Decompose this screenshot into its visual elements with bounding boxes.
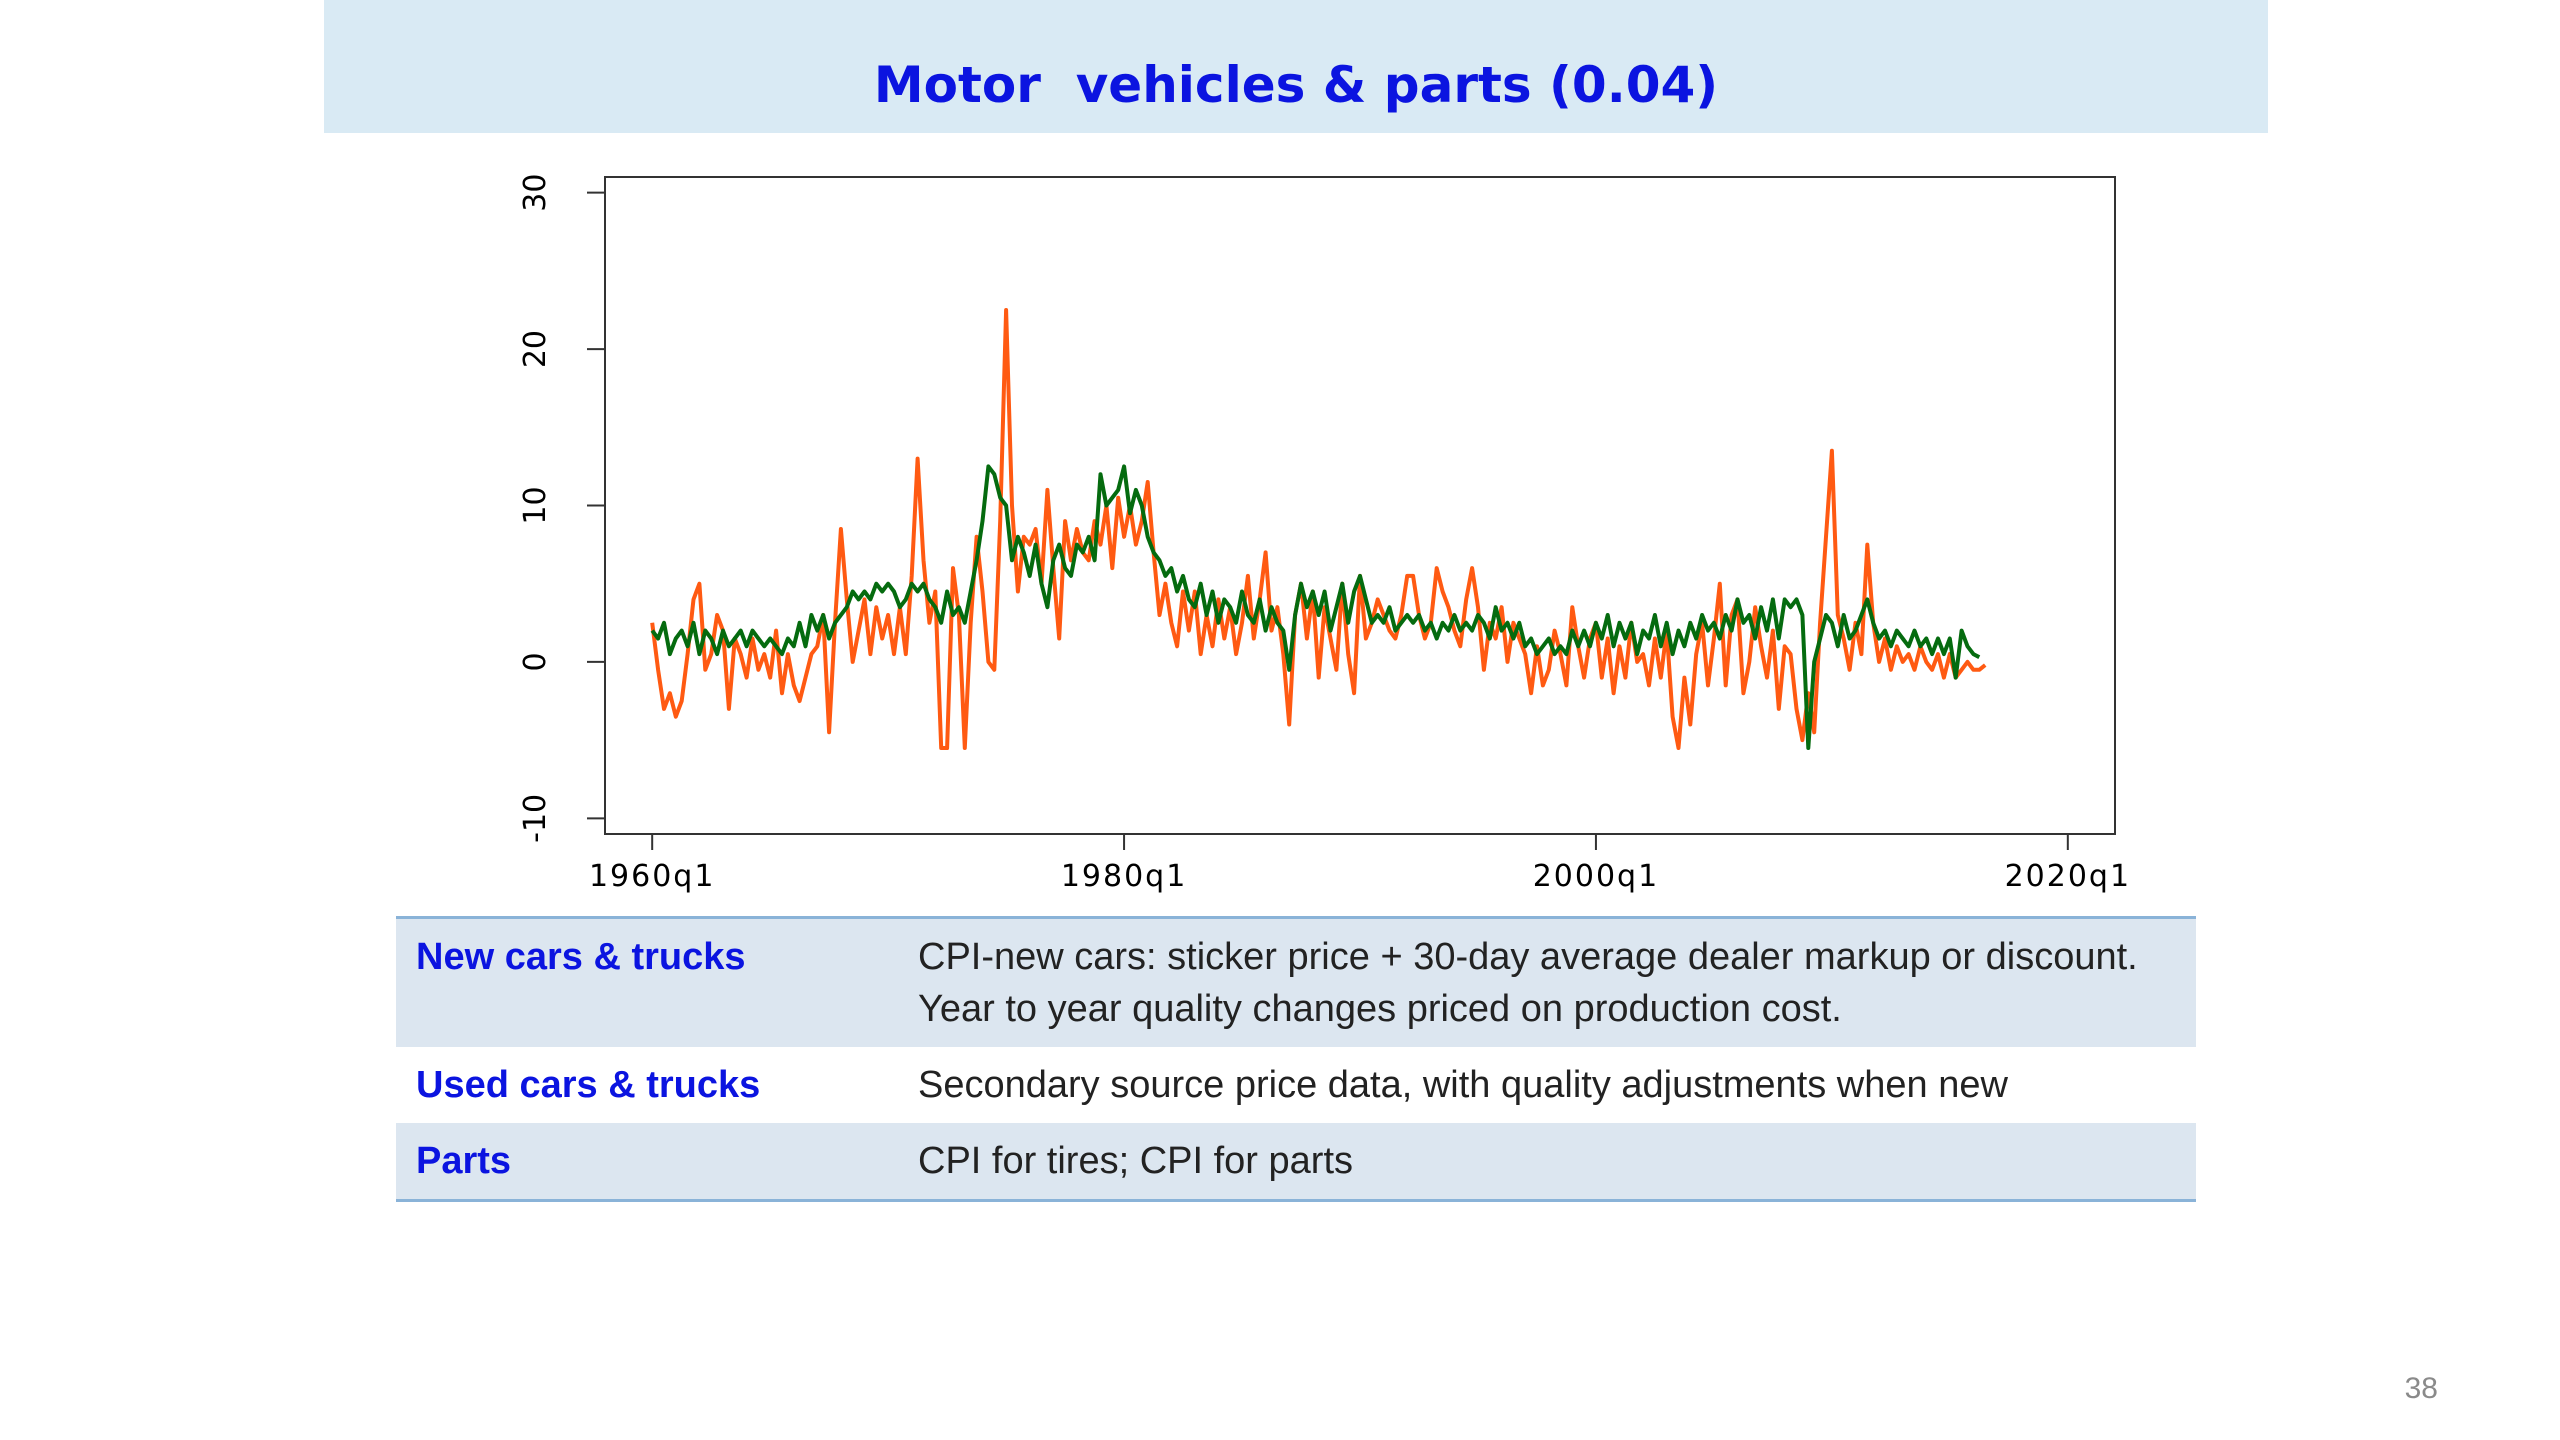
info-table: New cars & trucks CPI-new cars: sticker … bbox=[396, 916, 2196, 1202]
row-category: Used cars & trucks bbox=[416, 1064, 761, 1106]
slide-title: Motor vehicles & parts (0.04) bbox=[873, 56, 1719, 114]
page-number: 38 bbox=[2404, 1372, 2438, 1405]
row-description-line: Year to year quality changes priced on p… bbox=[918, 988, 1842, 1030]
x-tick-label: 2000q1 bbox=[1533, 859, 1659, 894]
y-axis: -10 0 10 20 30 bbox=[518, 174, 605, 843]
x-tick-label: 2020q1 bbox=[2005, 859, 2131, 894]
plot-frame bbox=[604, 176, 2116, 835]
x-axis: 1960q1 1980q1 2000q1 2020q1 bbox=[589, 834, 2131, 894]
row-category: New cars & trucks bbox=[396, 917, 898, 1047]
table-row-parts: Parts CPI for tires; CPI for parts bbox=[396, 1123, 2196, 1201]
table-row-new-cars: New cars & trucks CPI-new cars: sticker … bbox=[396, 917, 2196, 1047]
series-line-orange bbox=[650, 308, 1987, 750]
y-tick-label: -10 bbox=[518, 794, 553, 843]
x-tick-label: 1980q1 bbox=[1061, 859, 1187, 894]
series-layer bbox=[650, 308, 1987, 750]
row-description: Secondary source price data, with qualit… bbox=[898, 1047, 2196, 1123]
row-description: CPI for tires; CPI for parts bbox=[898, 1123, 2196, 1201]
y-tick-label: 20 bbox=[518, 330, 553, 368]
y-tick-label: 10 bbox=[518, 486, 553, 524]
y-tick-label: 30 bbox=[518, 174, 553, 212]
y-tick-label: 0 bbox=[518, 652, 553, 671]
x-tick-label: 1960q1 bbox=[589, 859, 715, 894]
row-category: Parts bbox=[396, 1123, 898, 1201]
title-band: Motor vehicles & parts (0.04) bbox=[324, 0, 2268, 133]
series-line-green bbox=[650, 464, 1981, 750]
row-description-line: CPI for tires; CPI for parts bbox=[918, 1140, 1353, 1182]
row-description: CPI-new cars: sticker price + 30-day ave… bbox=[898, 917, 2196, 1047]
row-description-line: CPI-new cars: sticker price + 30-day ave… bbox=[918, 936, 2138, 978]
line-chart: -10 0 10 20 30 1960q1 1980q1 2000q1 2020q1 bbox=[518, 174, 2131, 894]
row-description-line: Secondary source price data, with qualit… bbox=[918, 1064, 2008, 1106]
table-row-used-cars: Used cars & trucks Secondary source pric… bbox=[396, 1047, 2196, 1123]
